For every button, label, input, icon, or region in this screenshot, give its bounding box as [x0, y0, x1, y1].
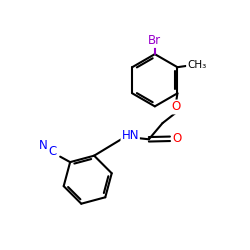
Text: CH₃: CH₃ — [187, 60, 206, 70]
Text: HN: HN — [122, 129, 139, 142]
Text: O: O — [172, 100, 181, 114]
Text: Br: Br — [148, 34, 162, 47]
Text: C: C — [48, 145, 56, 158]
Text: N: N — [38, 139, 47, 152]
Text: O: O — [172, 132, 182, 145]
